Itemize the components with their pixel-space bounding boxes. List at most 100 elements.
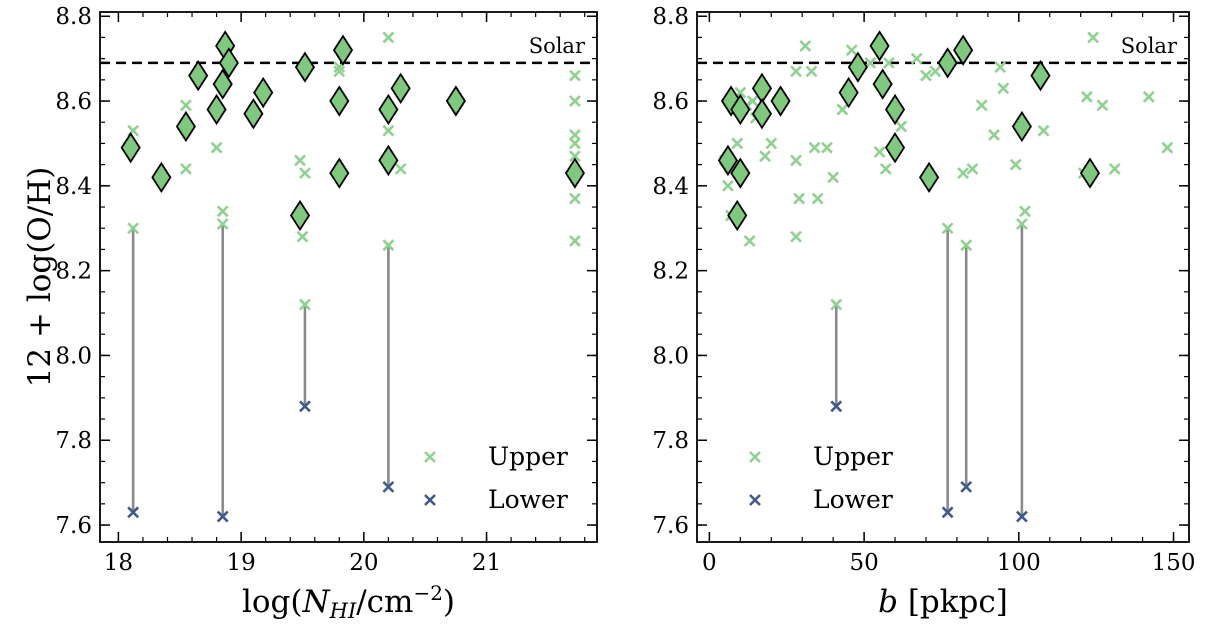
upper-limit-point-stroke-b [895,120,908,133]
y-tick-label: 8.0 [652,343,689,369]
upper-limit-point [568,137,581,150]
upper-limit-point [1037,124,1050,137]
legend-lower-marker-stroke-b [424,494,436,506]
upper-limit-point-stroke-b [845,44,858,57]
measured-point [289,199,311,232]
upper-limit-point [879,162,892,175]
upper-limit-point [294,154,306,167]
upper-limit-point [1080,90,1093,103]
upper-limit-point-stroke-b [746,95,759,107]
upper-limit-point-stroke-b [382,124,395,137]
upper-limit-point [845,44,858,57]
legend-upper-marker-stroke-b [749,451,761,463]
upper-limit-point [929,65,942,78]
lower-limit-point-stroke-b [960,480,973,493]
measured-point [847,51,868,83]
upper-limit-point-stroke-b [811,192,824,205]
y-tick-label: 8.4 [652,174,689,200]
upper-limit-point [394,162,407,175]
upper-limit-point-stroke-b [568,95,581,107]
upper-limit-point [1161,141,1174,154]
upper-limit-point-stroke-b [216,218,229,230]
upper-limit-point [382,31,395,44]
upper-limit-point [910,52,923,65]
measured-point [884,132,906,164]
upper-limit-point-stroke-b [1080,90,1093,103]
plot-frame [99,11,598,543]
upper-limit-point-stroke-b [759,150,771,163]
upper-limit-point-stroke-b [988,129,1000,141]
measured-point [151,161,172,194]
upper-limit-point [793,192,806,205]
lower-limit-point [127,506,140,519]
upper-limit-point [882,56,895,69]
upper-limit-point-stroke-b [957,167,970,180]
upper-limit-point [731,137,744,150]
upper-limit-point [765,137,778,150]
upper-limit-point [746,95,759,107]
upper-limit-point-stroke-b [882,56,895,69]
lower-limit-point-stroke-b [382,480,395,493]
upper-limit-point-stroke-b [568,192,581,205]
upper-limit-point [895,120,908,133]
upper-limit-point-stroke-b [966,162,979,175]
upper-limit-point [759,150,771,163]
x-tick-label: 50 [849,550,878,576]
measured-point [243,98,264,130]
upper-limit-point [988,129,1000,141]
upper-limit-point-stroke-b [394,162,407,175]
upper-limit-point [296,230,309,243]
upper-limit-point-stroke-b [929,65,942,78]
x-axis-label: log(NHI/cm−2) [242,581,455,623]
y-tick-label: 7.6 [55,513,92,539]
y-tick-label: 8.6 [652,89,689,115]
measured-point [390,72,411,104]
upper-limit-point [1019,205,1031,218]
upper-limit-point-stroke-b [216,205,229,218]
upper-limit-point-stroke-b [821,141,833,154]
upper-limit-point [1015,218,1028,230]
solar-label: Solar [1121,34,1178,58]
measured-point [884,93,906,126]
upper-limit-point [382,239,395,252]
y-tick-label: 8.6 [55,89,92,115]
upper-limit-point-stroke-b [873,146,886,158]
lower-limit-point-stroke-b [1015,510,1028,523]
upper-limit-point-stroke-b [836,103,849,116]
upper-limit-point [811,192,824,205]
upper-limit-point-stroke-b [997,82,1010,95]
upper-limit-point [873,146,886,158]
upper-limit-point-stroke-b [1037,124,1050,137]
plot-frame [696,11,1190,543]
upper-limit-point-stroke-b [568,235,581,247]
upper-limit-point [836,103,849,116]
y-tick-label: 8.4 [55,174,92,200]
upper-limit-point-stroke-b [941,222,954,235]
upper-limit-point-stroke-b [790,230,802,243]
upper-limit-point-stroke-b [994,61,1007,74]
upper-limit-point [790,154,802,167]
measured-point [329,157,350,189]
measured-point [730,93,751,126]
measured-point [175,110,196,143]
upper-limit-point-stroke-b [382,31,395,44]
upper-limit-point-stroke-b [808,141,821,154]
upper-limit-point [975,99,988,112]
upper-limit-point-stroke-b [790,154,802,167]
lower-limit-point [941,506,954,519]
measured-point [206,93,227,126]
upper-limit-point-stroke-b [731,137,744,150]
upper-limit-point-stroke-b [799,40,812,52]
upper-limit-point [1142,90,1155,103]
legend-lower-marker [424,494,436,506]
upper-limit-point-stroke-b [568,69,581,82]
measured-point [1030,59,1051,92]
measured-point [872,68,893,100]
legend-upper-label: Upper [813,442,893,471]
x-tick-label: 19 [226,550,255,576]
upper-limit-point [127,222,140,235]
measured-point [218,47,239,79]
upper-limit-point [997,82,1010,95]
upper-limit-point-stroke-b [299,298,311,311]
upper-limit-point [210,141,223,154]
